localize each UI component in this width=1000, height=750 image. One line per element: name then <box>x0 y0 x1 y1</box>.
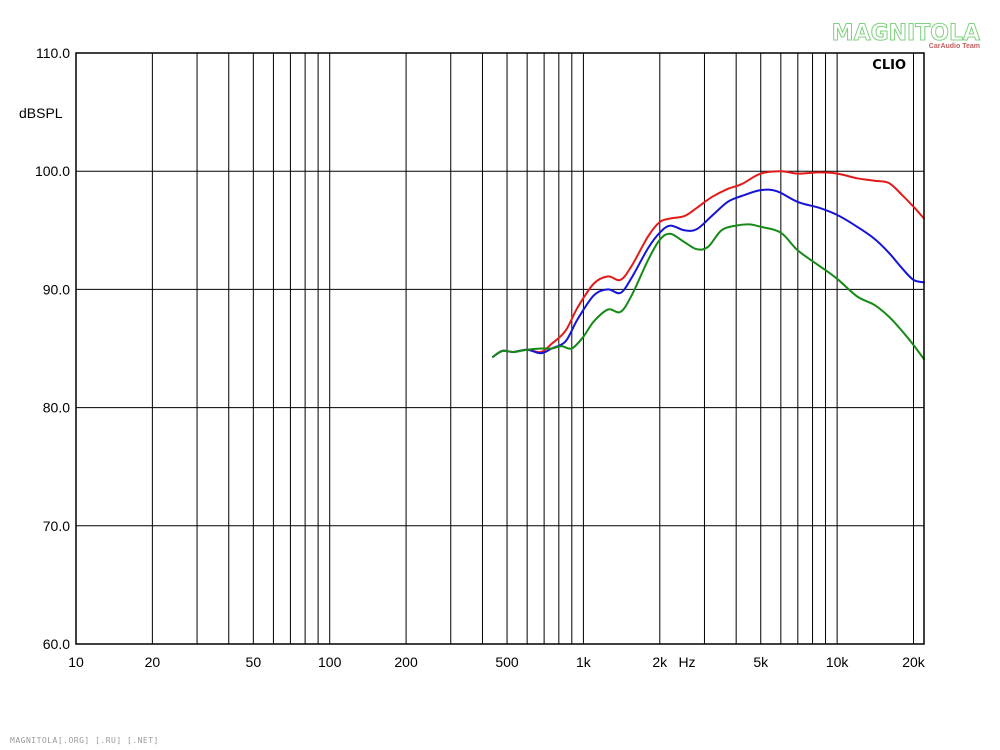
y-tick-label: 100.0 <box>35 163 70 179</box>
y-axis-unit-label: dBSPL <box>19 105 63 121</box>
x-tick-labels: 10 20 50 100 200 500 1k 2k 5k 10k 20k <box>68 654 926 670</box>
x-tick-label: 100 <box>318 654 342 670</box>
x-tick-label: 200 <box>394 654 418 670</box>
y-tick-label: 70.0 <box>43 518 70 534</box>
clio-brand-label: CLIO <box>872 58 906 73</box>
y-tick-labels: 110.0 100.0 90.0 80.0 70.0 60.0 <box>35 45 70 652</box>
x-tick-label: 2k <box>652 654 668 670</box>
x-tick-label: 20 <box>145 654 161 670</box>
x-tick-label: 10k <box>826 654 850 670</box>
y-tick-label: 90.0 <box>43 281 70 297</box>
y-tick-label: 60.0 <box>43 636 70 652</box>
watermark-subtext: CarAudio Team <box>929 43 980 50</box>
y-tick-label: 110.0 <box>36 45 70 61</box>
watermark-text: MAGNITOLA <box>832 21 980 46</box>
x-tick-label: 500 <box>495 654 519 670</box>
x-tick-label: 10 <box>68 654 84 670</box>
x-tick-label: 50 <box>246 654 262 670</box>
plot-frame <box>75 52 925 645</box>
x-tick-label: 5k <box>753 654 769 670</box>
x-tick-label: 1k <box>576 654 592 670</box>
footer-watermark: MAGNITOLA[.ORG] [.RU] [.NET] <box>10 736 159 745</box>
series-line-1 <box>492 170 925 358</box>
chart-grid <box>76 53 924 644</box>
y-tick-label: 80.0 <box>43 400 70 416</box>
x-tick-label: 20k <box>902 654 926 670</box>
magnitola-watermark-logo: MAGNITOLA CarAudio Team <box>831 21 980 51</box>
x-axis-unit-label: Hz <box>678 654 695 670</box>
series-layer <box>492 170 925 361</box>
series-line-3 <box>492 223 925 361</box>
series-line-2 <box>492 188 925 358</box>
